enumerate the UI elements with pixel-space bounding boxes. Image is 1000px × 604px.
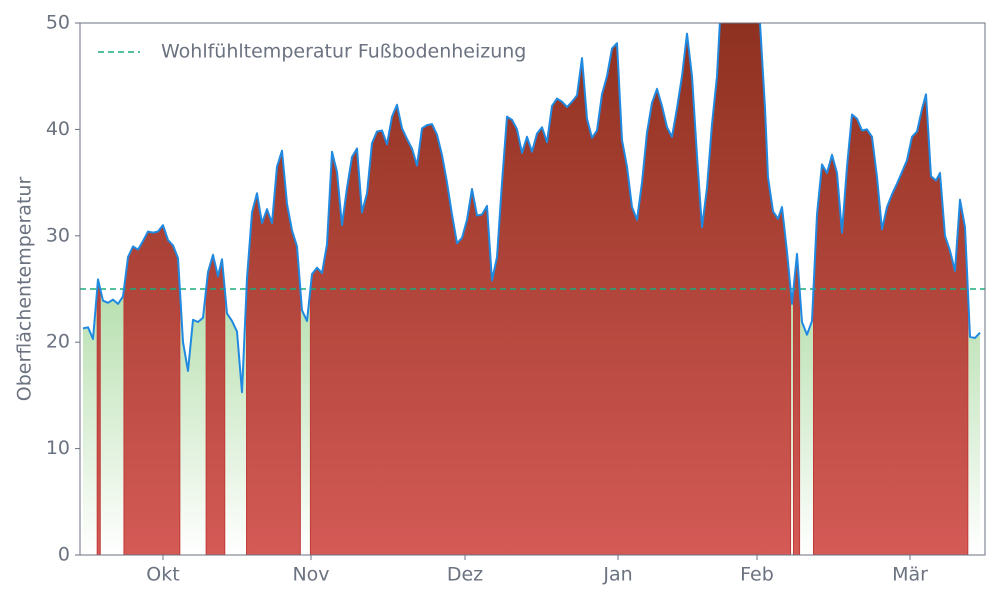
area-above (309, 23, 792, 555)
x-tick-label: Okt (146, 564, 179, 586)
y-tick-label: 50 (46, 12, 70, 34)
y-tick-label: 40 (46, 118, 70, 140)
plot-frame (79, 22, 986, 556)
y-tick-label: 0 (58, 544, 70, 566)
x-tick-label: Dez (447, 564, 483, 586)
y-tick-label: 20 (46, 331, 70, 353)
area-above (205, 252, 226, 555)
area-above (792, 253, 801, 555)
data-line (82, 23, 981, 394)
plot-layer (80, 23, 985, 555)
y-tick-label: 10 (46, 437, 70, 459)
area-above (96, 279, 101, 555)
y-axis-label: Oberflächentemperatur (14, 177, 36, 402)
x-tick-label: Feb (740, 564, 774, 586)
area-above (123, 224, 181, 555)
x-tick-label: Jan (602, 564, 632, 586)
legend-label: Wohlfühltemperatur Fußbodenheizung (161, 41, 526, 63)
area-above (813, 94, 969, 555)
x-tick-label: Mär (892, 564, 928, 586)
y-tick-label: 30 (46, 224, 70, 246)
x-tick-label: Nov (292, 564, 329, 586)
